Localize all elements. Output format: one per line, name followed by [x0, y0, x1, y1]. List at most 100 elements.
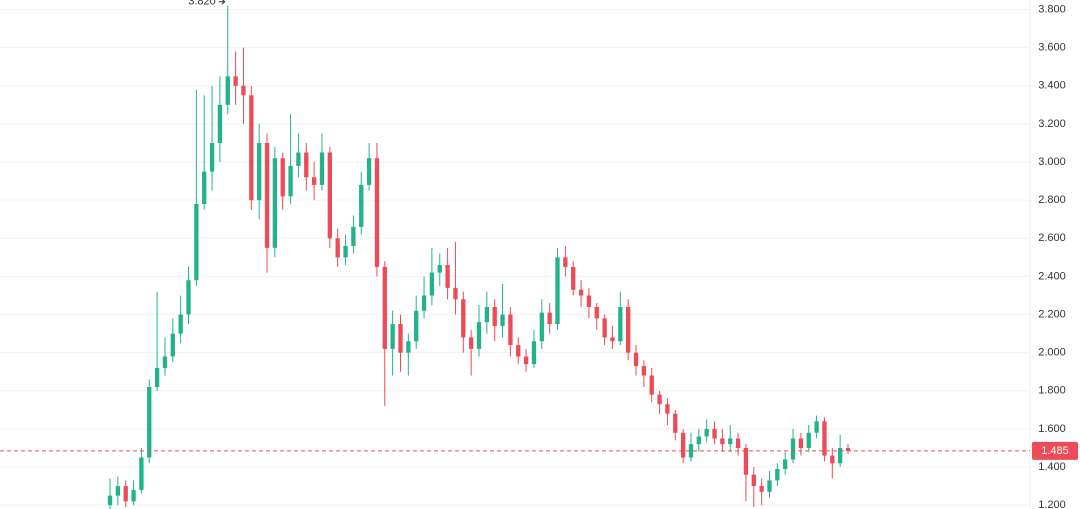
candle-body: [641, 366, 647, 376]
candle-body: [335, 238, 340, 258]
candle-body: [610, 337, 615, 342]
candle-body: [233, 76, 238, 86]
candle-body: [845, 447, 851, 451]
candle-body: [665, 404, 670, 414]
candle-body: [837, 447, 843, 464]
candle-body: [539, 312, 544, 342]
y-tick-label: 2.000: [1038, 347, 1066, 359]
candle-body: [657, 394, 662, 405]
y-tick-label: 1.400: [1038, 461, 1066, 473]
last-price-box: [1032, 441, 1078, 460]
candle-body: [798, 438, 804, 448]
candle-body: [751, 474, 756, 487]
candle-body: [414, 310, 419, 342]
candle-body: [743, 447, 749, 475]
y-tick-label: 1.600: [1038, 423, 1066, 435]
candle-body: [547, 312, 552, 325]
candle-body: [712, 428, 717, 439]
candle-body: [523, 356, 529, 365]
candle-body: [484, 306, 490, 323]
y-tick-label: 1.200: [1038, 499, 1066, 509]
y-tick-label: 3.400: [1038, 80, 1066, 92]
candle-body: [783, 459, 788, 469]
candle-body: [759, 486, 764, 492]
candle-body: [178, 314, 183, 334]
y-tick-label: 1.800: [1038, 385, 1066, 397]
candle-body: [374, 158, 380, 267]
candle-body: [790, 438, 796, 460]
candle-body: [555, 257, 560, 325]
candle-body: [814, 421, 819, 433]
candle-body: [806, 432, 811, 448]
candle-body: [241, 85, 246, 96]
candle-body: [154, 367, 160, 387]
candle-body: [398, 324, 403, 353]
candle-body: [209, 142, 215, 172]
candle-body: [688, 444, 694, 458]
candle-body: [272, 158, 278, 248]
candle-body: [586, 295, 592, 307]
candle-body: [571, 266, 576, 290]
candle-body: [147, 386, 152, 458]
candle-body: [830, 455, 835, 464]
candle-body: [453, 287, 458, 300]
candle-body: [170, 333, 175, 357]
y-tick-label: 3.200: [1038, 118, 1066, 130]
candle-body: [217, 104, 223, 143]
candle-body: [257, 142, 262, 201]
candle-body: [445, 264, 450, 288]
candle-body: [162, 356, 168, 368]
candle-body: [492, 306, 497, 326]
high-annotation: 3.820: [188, 0, 216, 8]
candle-body: [767, 480, 772, 492]
candle-body: [351, 226, 356, 246]
candle-body: [311, 177, 317, 185]
candle-body: [680, 432, 686, 458]
candle-body: [123, 486, 128, 502]
candle-body: [822, 421, 827, 456]
candle-body: [382, 266, 387, 349]
y-tick-label: 2.200: [1038, 308, 1066, 320]
candle-body: [115, 486, 121, 496]
candle-body: [359, 184, 364, 227]
candle-body: [296, 152, 301, 166]
candle-body: [131, 489, 136, 502]
candle-body: [429, 272, 435, 296]
candle-body: [500, 314, 505, 326]
candle-body: [319, 152, 325, 185]
candle-body: [343, 245, 348, 258]
candle-body: [626, 306, 631, 353]
candle-body: [618, 306, 623, 342]
candle-body: [390, 324, 395, 349]
candle-body: [563, 257, 568, 267]
candle-body: [735, 438, 741, 448]
candle-body: [327, 152, 332, 239]
candle-body: [421, 295, 427, 311]
candle-body: [728, 438, 733, 445]
candle-body: [437, 264, 442, 273]
candle-body: [531, 341, 537, 365]
candle-body: [594, 306, 599, 319]
candle-body: [696, 436, 701, 445]
candle-body: [461, 299, 466, 338]
candle-body: [107, 495, 113, 506]
candle-body: [304, 152, 309, 178]
candle-body: [288, 165, 293, 197]
candle-body: [775, 468, 780, 481]
candle-body: [704, 428, 709, 437]
y-tick-label: 2.600: [1038, 232, 1066, 244]
y-tick-label: 3.600: [1038, 42, 1066, 54]
candle-body: [633, 352, 639, 367]
candle-body: [516, 345, 521, 357]
candle-body: [578, 289, 584, 296]
y-tick-label: 2.800: [1038, 194, 1066, 206]
candle-body: [202, 171, 207, 204]
candle-body: [264, 142, 270, 248]
high-arrow: [218, 0, 226, 5]
candle-body: [673, 413, 678, 433]
candle-body: [476, 322, 482, 349]
y-tick-label: 2.400: [1038, 270, 1066, 282]
candle-body: [139, 457, 144, 490]
